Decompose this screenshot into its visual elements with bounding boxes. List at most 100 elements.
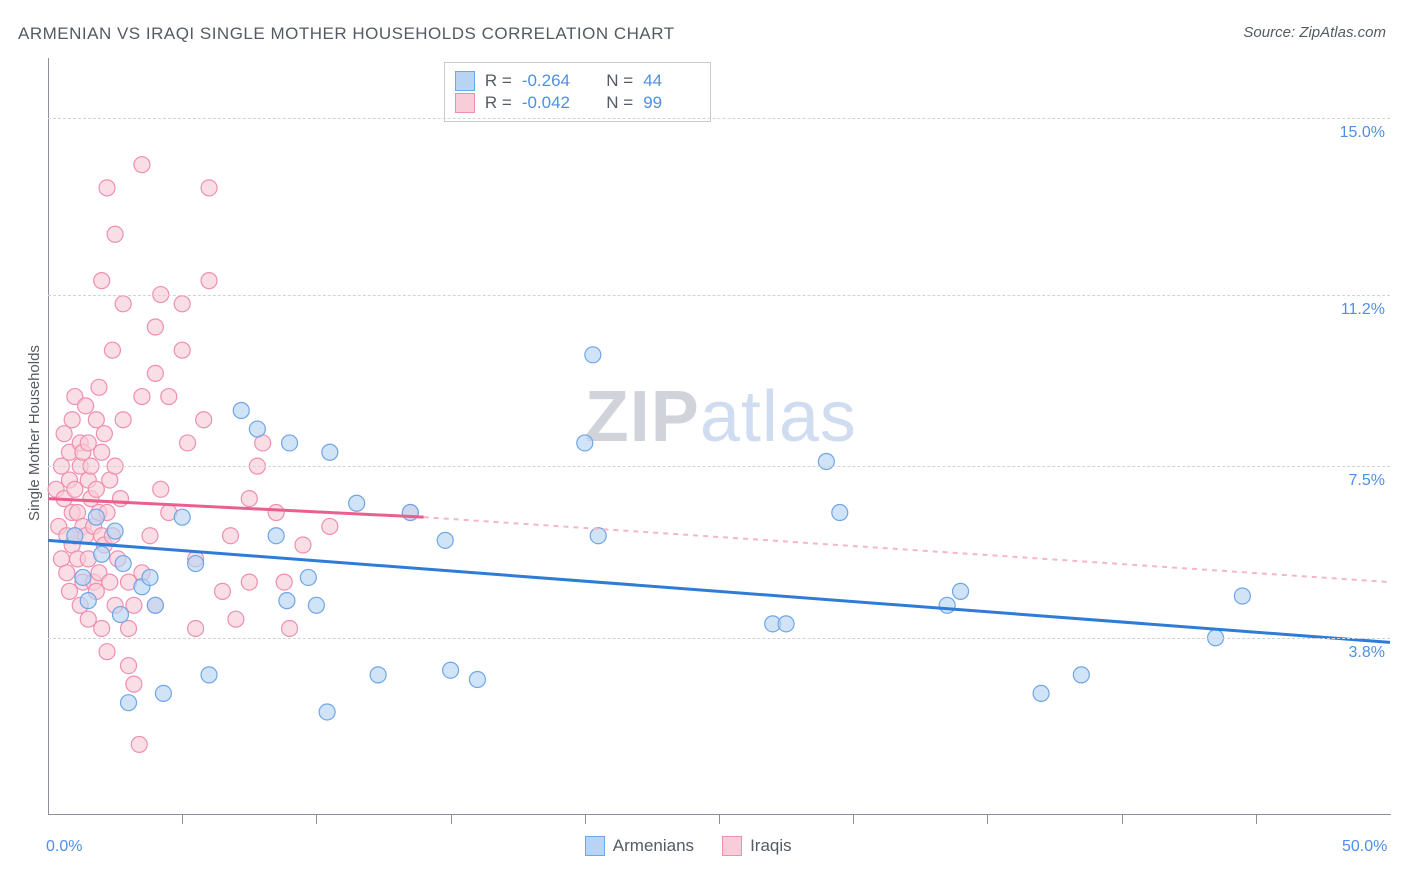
- series-legend: Armenians Iraqis: [585, 836, 792, 856]
- data-point: [107, 523, 123, 539]
- correlation-stats-box: R =-0.264 N =44R =-0.042 N =99: [444, 62, 711, 122]
- data-point: [115, 412, 131, 428]
- data-point: [322, 518, 338, 534]
- data-point: [78, 398, 94, 414]
- x-tick: [853, 814, 854, 824]
- gridline: [48, 295, 1390, 296]
- data-point: [953, 583, 969, 599]
- chart-container: ARMENIAN VS IRAQI SINGLE MOTHER HOUSEHOL…: [0, 0, 1406, 892]
- data-point: [268, 505, 284, 521]
- data-point: [121, 658, 137, 674]
- trend-line: [424, 517, 1390, 582]
- data-point: [91, 379, 107, 395]
- data-point: [94, 273, 110, 289]
- y-tick-label: 15.0%: [1330, 124, 1385, 142]
- data-point: [196, 412, 212, 428]
- data-point: [80, 435, 96, 451]
- legend-item: Armenians: [585, 836, 694, 856]
- r-value: -0.042: [522, 93, 577, 113]
- data-point: [223, 528, 239, 544]
- data-point: [96, 426, 112, 442]
- data-point: [56, 426, 72, 442]
- data-point: [121, 620, 137, 636]
- data-point: [112, 607, 128, 623]
- data-point: [174, 509, 190, 525]
- data-point: [832, 505, 848, 521]
- data-point: [121, 695, 137, 711]
- data-point: [94, 620, 110, 636]
- series-swatch: [455, 93, 475, 113]
- data-point: [201, 180, 217, 196]
- data-point: [104, 342, 120, 358]
- data-point: [322, 444, 338, 460]
- data-point: [1033, 685, 1049, 701]
- data-point: [201, 273, 217, 289]
- data-point: [147, 597, 163, 613]
- data-point: [214, 583, 230, 599]
- data-point: [115, 296, 131, 312]
- data-point: [577, 435, 593, 451]
- data-point: [233, 402, 249, 418]
- trend-line: [48, 540, 1390, 642]
- data-point: [59, 565, 75, 581]
- data-point: [134, 389, 150, 405]
- n-label: N =: [606, 71, 633, 91]
- data-point: [147, 319, 163, 335]
- legend-label: Iraqis: [750, 836, 792, 856]
- data-point: [778, 616, 794, 632]
- data-point: [112, 491, 128, 507]
- data-point: [276, 574, 292, 590]
- data-point: [115, 556, 131, 572]
- data-point: [75, 569, 91, 585]
- gridline: [48, 466, 1390, 467]
- data-point: [585, 347, 601, 363]
- gridline: [48, 118, 1390, 119]
- data-point: [80, 593, 96, 609]
- data-point: [142, 528, 158, 544]
- data-point: [279, 593, 295, 609]
- legend-swatch: [585, 836, 605, 856]
- data-point: [99, 180, 115, 196]
- data-point: [241, 491, 257, 507]
- x-tick: [1122, 814, 1123, 824]
- data-point: [249, 421, 265, 437]
- data-point: [153, 481, 169, 497]
- data-point: [67, 481, 83, 497]
- data-point: [1234, 588, 1250, 604]
- data-point: [370, 667, 386, 683]
- stats-row: R = -0.042 N = 99: [455, 93, 698, 113]
- data-point: [319, 704, 335, 720]
- data-point: [131, 736, 147, 752]
- data-point: [469, 671, 485, 687]
- data-point: [155, 685, 171, 701]
- x-tick: [585, 814, 586, 824]
- data-point: [147, 365, 163, 381]
- data-point: [88, 509, 104, 525]
- n-label: N =: [606, 93, 633, 113]
- gridline: [48, 638, 1390, 639]
- data-point: [939, 597, 955, 613]
- data-point: [174, 296, 190, 312]
- data-point: [102, 574, 118, 590]
- data-point: [308, 597, 324, 613]
- legend-item: Iraqis: [722, 836, 792, 856]
- x-min-label: 0.0%: [46, 838, 82, 856]
- data-point: [228, 611, 244, 627]
- x-max-label: 50.0%: [1342, 838, 1387, 856]
- x-tick: [316, 814, 317, 824]
- data-point: [282, 435, 298, 451]
- scatter-plot-svg: [0, 0, 1406, 892]
- y-tick-label: 3.8%: [1330, 644, 1385, 662]
- data-point: [126, 676, 142, 692]
- x-tick: [987, 814, 988, 824]
- data-point: [443, 662, 459, 678]
- r-label: R =: [485, 71, 512, 91]
- data-point: [142, 569, 158, 585]
- data-point: [295, 537, 311, 553]
- data-point: [300, 569, 316, 585]
- r-label: R =: [485, 93, 512, 113]
- data-point: [161, 389, 177, 405]
- data-point: [241, 574, 257, 590]
- n-value: 99: [643, 93, 698, 113]
- data-point: [64, 412, 80, 428]
